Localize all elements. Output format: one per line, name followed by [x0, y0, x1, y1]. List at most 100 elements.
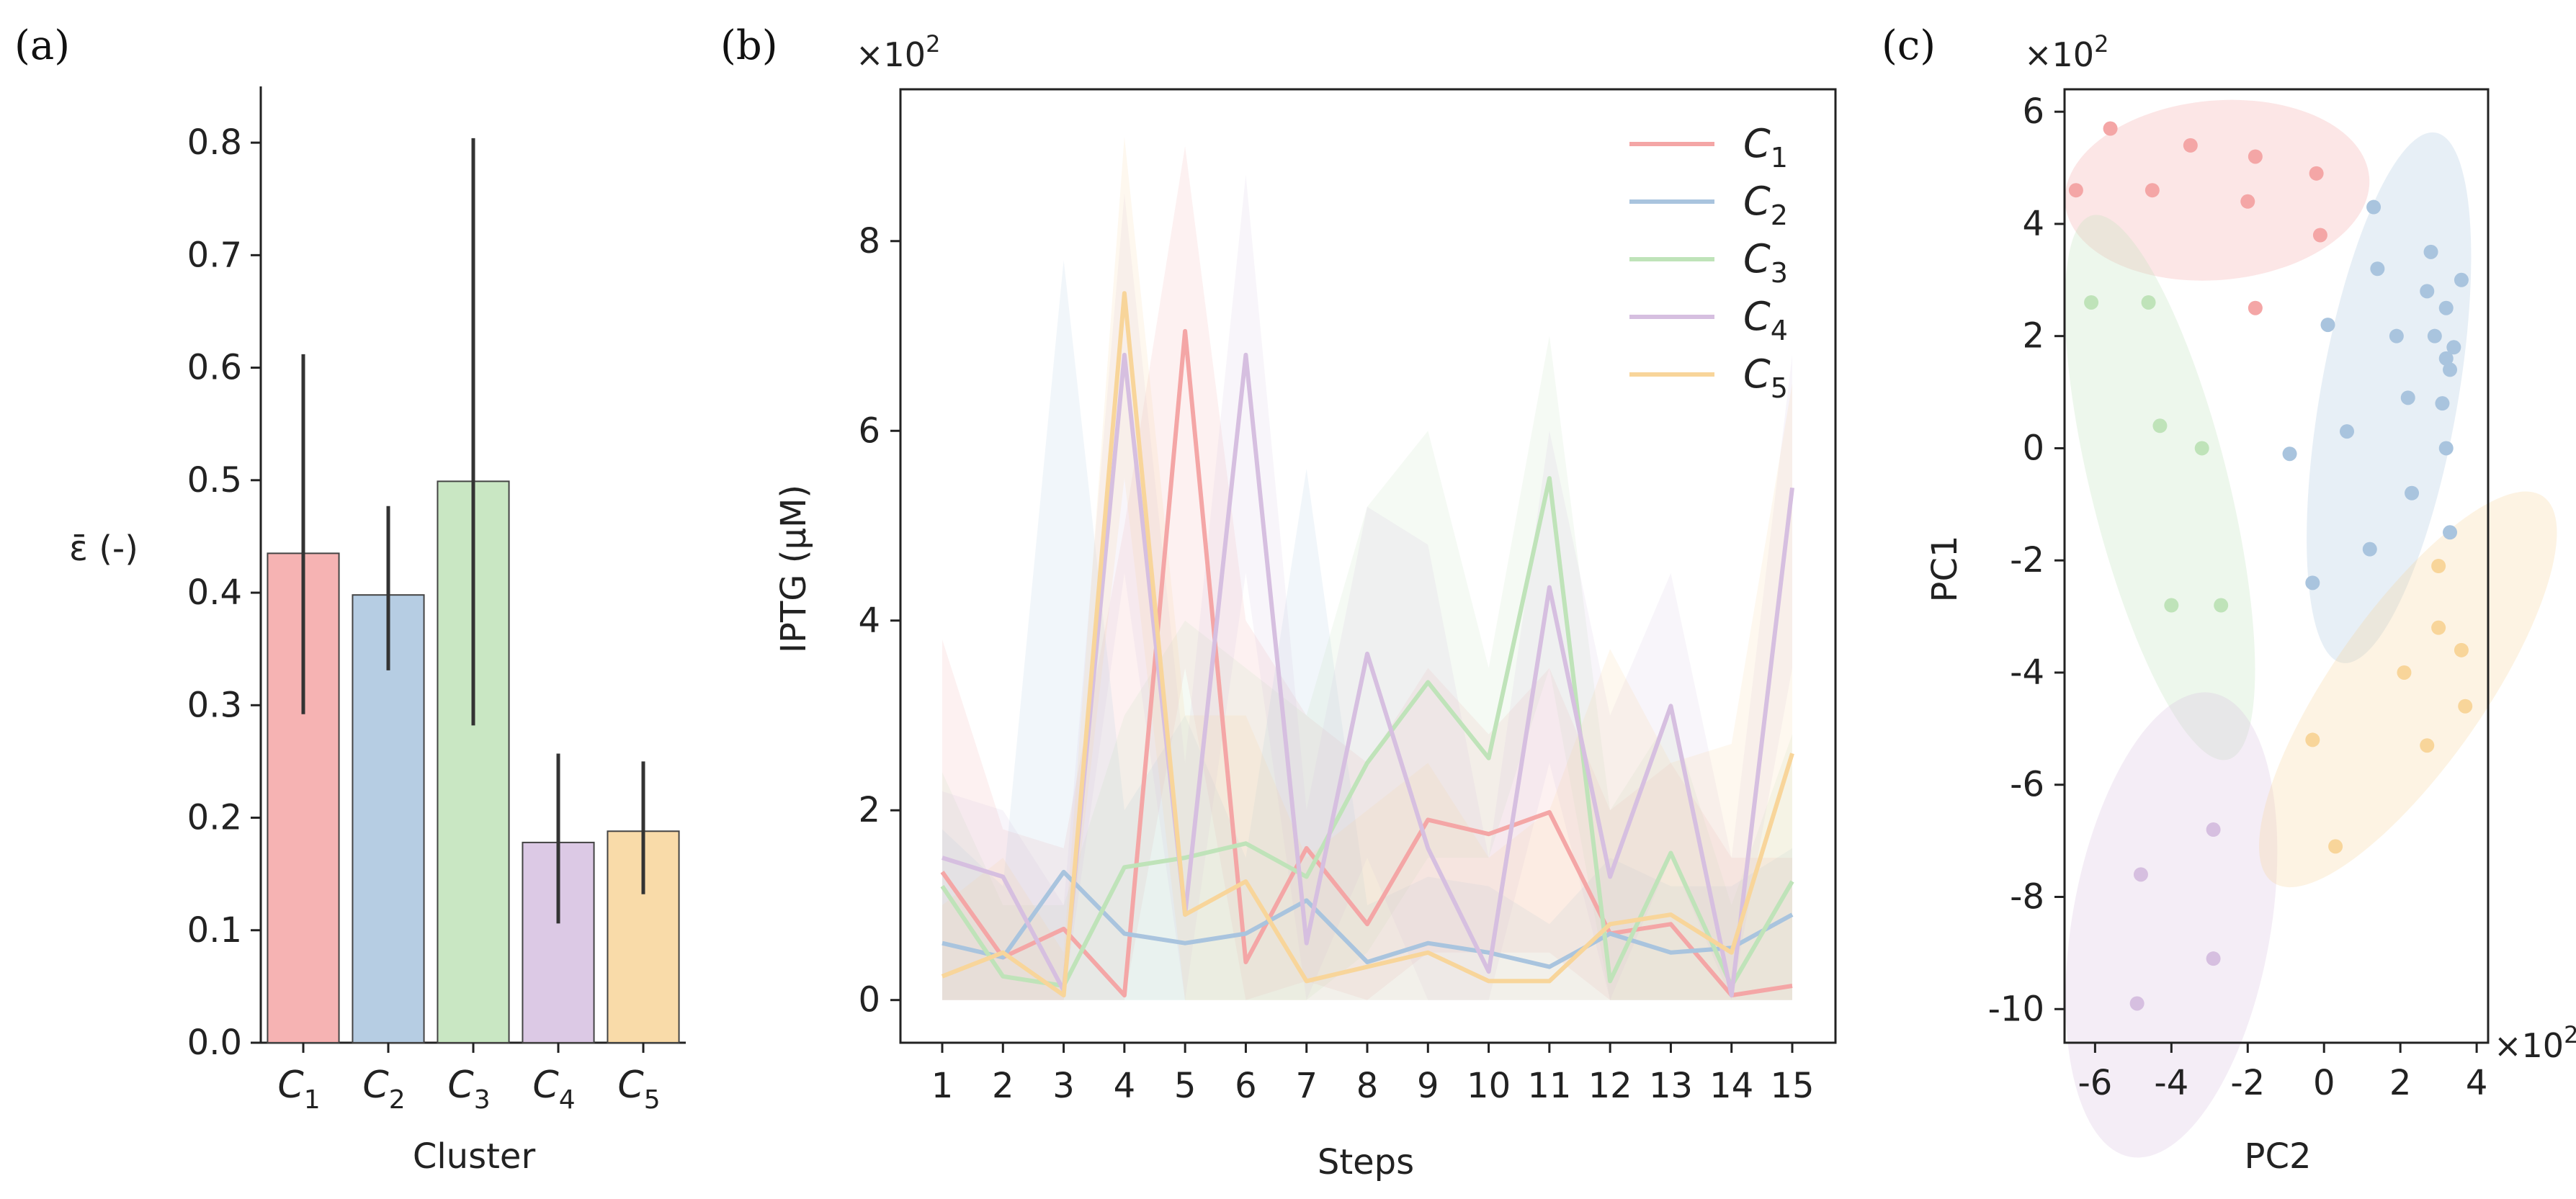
panel-c-xtick-label: -6 — [2078, 1063, 2112, 1103]
panel-c-ytick-label: -2 — [2010, 540, 2044, 580]
panel-b-legend-label-C2: C2 — [1743, 179, 1788, 231]
panel-a-xtick-label-C4: C4 — [532, 1064, 575, 1115]
panel-c-ytick-label: 2 — [2022, 316, 2044, 356]
panel-b-xtick-label: 1 — [931, 1066, 954, 1106]
panel-b-multiplier-exp: 2 — [926, 30, 940, 58]
panel-c-point-C4 — [2206, 951, 2221, 966]
panel-b-multiplier-base: ×10 — [856, 35, 926, 74]
panel-c-point-C1 — [2240, 194, 2255, 209]
panel-b-legend-base: C — [1743, 236, 1771, 282]
panel-a-ytick-label: 0.4 — [187, 572, 242, 613]
panel-c-axes — [2063, 88, 2490, 1044]
panel-b-legend-label-C4: C4 — [1743, 294, 1788, 346]
panel-c-ytick-label: 6 — [2022, 91, 2044, 132]
panel-a-xtick-label-C4-sub: 4 — [559, 1085, 576, 1115]
panel-c-ytick-label: -10 — [1988, 989, 2044, 1029]
panel-a-xtick-label-C2-sub: 2 — [389, 1085, 406, 1115]
panel-c-ellipse-C1 — [2065, 99, 2370, 281]
panel-b-ytick-label: 2 — [858, 790, 880, 830]
panel-b-legend-base: C — [1743, 179, 1771, 224]
panel-b-xtick-label: 13 — [1649, 1066, 1693, 1106]
panel-c-point-C5 — [2458, 699, 2473, 714]
panel-b-xtick-label: 9 — [1417, 1066, 1439, 1106]
panel-a-ytick-label: 0.6 — [187, 348, 242, 388]
panel-b-ytick-label: 8 — [858, 221, 880, 261]
panel-c-point-C2 — [2282, 446, 2297, 462]
panel-a-ytick-label: 0.5 — [187, 460, 242, 500]
panel-c-point-C5 — [2305, 732, 2320, 747]
panel-a-ytick-label: 0.1 — [187, 910, 242, 951]
panel-a-bar-chart: (a) Cluster ε̄ (-) 0.0 0.1 0.2 0.3 0.4 0.5 0.6… — [14, 22, 686, 1177]
panel-b-line-C2 — [942, 869, 1794, 969]
panel-a-xtick-label-C3: C3 — [447, 1064, 490, 1115]
panel-a-ytick-label: 0.0 — [187, 1023, 242, 1063]
panel-b-lines — [940, 291, 1794, 998]
panel-a-ylabel: ε̄ (-) — [69, 529, 138, 569]
panel-b-ytick-label: 0 — [858, 980, 880, 1020]
panel-b-legend-base: C — [1743, 121, 1771, 166]
panel-c-ellipse-C3 — [2065, 215, 2255, 760]
panel-b-ylabel: IPTG (μM) — [774, 485, 814, 653]
panel-c-ytick-label: 4 — [2022, 204, 2044, 244]
panel-b-confidence-bands — [942, 136, 1792, 1000]
panel-c-point-C4 — [2133, 867, 2148, 882]
panel-b-xtick-label: 7 — [1295, 1066, 1318, 1106]
panel-c-point-C2 — [2423, 244, 2438, 259]
panel-b-xtick-label: 8 — [1356, 1066, 1379, 1106]
panel-b-xtick-label: 10 — [1467, 1066, 1511, 1106]
panel-b-legend-label-C1: C1 — [1743, 121, 1788, 174]
panel-c-point-C2 — [2454, 272, 2469, 287]
panel-c-scatter-chart: (c) ×102 ×102 PC2 PC1 -10-8-6-4-20246-6-… — [1882, 22, 2576, 1177]
panel-b-legend-label-C5: C5 — [1743, 351, 1788, 404]
panel-c-point-C2 — [2405, 485, 2420, 500]
panel-c-point-C5 — [2397, 665, 2412, 680]
panel-a-error-bars — [301, 138, 645, 924]
panel-c-point-C1 — [2068, 183, 2083, 198]
panel-c-xtick-label: -4 — [2154, 1063, 2188, 1103]
panel-c-ellipse-C5 — [2259, 491, 2557, 888]
panel-b-xtick-label: 11 — [1527, 1066, 1571, 1106]
panel-c-point-C3 — [2152, 418, 2168, 434]
panel-b-line-C5 — [941, 291, 1794, 998]
panel-b-xtick-label: 2 — [992, 1066, 1014, 1106]
panel-c-point-C5 — [2328, 839, 2343, 854]
panel-c-ytick-label: 0 — [2022, 428, 2044, 468]
panel-c-point-C3 — [2214, 598, 2229, 613]
panel-c-label: (c) — [1882, 22, 1936, 69]
panel-c-point-C2 — [2435, 396, 2450, 411]
panel-b-legend-base: C — [1743, 351, 1771, 397]
panel-c-ticks: -10 -8 -6 -4 -2 0 2 4 6 -6 -4 -2 0 2 4 — [1988, 91, 2488, 1103]
panel-b-band-C2 — [942, 260, 1792, 1000]
panel-c-x-multiplier-base: ×10 — [2494, 1026, 2564, 1065]
panel-c-point-C3 — [2141, 295, 2156, 310]
panel-c-ytick-label: -6 — [2010, 765, 2044, 805]
panel-c-point-C2 — [2400, 390, 2415, 405]
panel-c-point-C2 — [2427, 328, 2442, 343]
panel-b-band-C3 — [942, 336, 1792, 1000]
panel-c-x-multiplier: ×102 — [2494, 1021, 2576, 1065]
panel-c-ellipse-C2 — [2307, 132, 2472, 663]
panel-c-point-C1 — [2145, 183, 2160, 198]
panel-b-xlabel: Steps — [1318, 1142, 1414, 1182]
panel-a-xtick-label-C1-base: C — [277, 1064, 304, 1107]
panel-c-xlabel: PC2 — [2245, 1136, 2312, 1177]
panel-c-point-C2 — [2320, 318, 2335, 333]
panel-c-point-C3 — [2084, 295, 2099, 310]
panel-b-legend-sub: 3 — [1771, 257, 1788, 289]
panel-c-point-C5 — [2431, 559, 2446, 573]
panel-c-point-C1 — [2309, 166, 2324, 181]
panel-c-y-multiplier-base: ×10 — [2024, 35, 2094, 74]
panel-c-point-C2 — [2305, 575, 2320, 590]
panel-b-xtick-label: 14 — [1709, 1066, 1753, 1106]
panel-b-multiplier: ×102 — [856, 30, 940, 74]
panel-c-point-C1 — [2248, 149, 2263, 164]
panel-c-point-C2 — [2443, 362, 2458, 377]
panel-a-xtick-label-C2-base: C — [362, 1064, 389, 1107]
panel-a-ytick-label: 0.3 — [187, 685, 242, 725]
panel-b-legend-sub: 5 — [1771, 372, 1788, 404]
panel-b-band-C5 — [942, 136, 1792, 1000]
